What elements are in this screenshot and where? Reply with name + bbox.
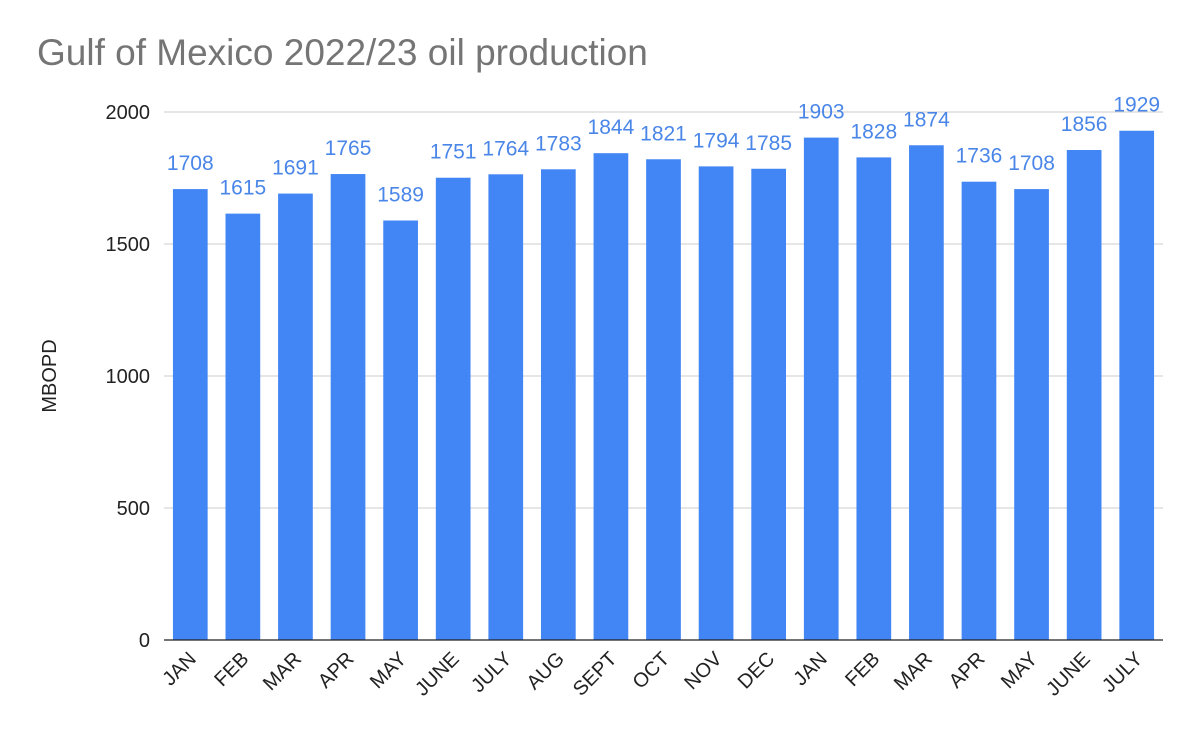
bar xyxy=(540,169,576,640)
bar xyxy=(435,177,471,640)
bar xyxy=(172,189,208,640)
bar xyxy=(278,193,313,641)
data-label: 1736 xyxy=(956,145,1003,168)
x-tick-label: NOV xyxy=(680,648,727,695)
x-tick-label: SEPT xyxy=(569,648,622,701)
x-tick-label: APR xyxy=(314,648,359,693)
x-tick-label: DEC xyxy=(734,648,779,693)
bar xyxy=(646,159,681,641)
data-label: 1589 xyxy=(377,184,424,207)
x-tick-label: OCT xyxy=(629,648,674,693)
bar xyxy=(751,168,787,640)
data-label: 1844 xyxy=(588,116,635,139)
x-tick-label: MAY xyxy=(366,648,411,693)
data-label: 1794 xyxy=(693,129,740,152)
bar xyxy=(803,137,839,640)
bar xyxy=(961,181,997,641)
x-tick-label: JAN xyxy=(159,648,201,690)
bar xyxy=(698,166,734,640)
bar xyxy=(856,157,892,640)
x-tick-label: FEB xyxy=(210,648,253,691)
y-tick-label: 500 xyxy=(117,498,150,520)
bar xyxy=(593,153,629,640)
x-tick-label: MAY xyxy=(997,648,1042,693)
y-tick-label: 2000 xyxy=(106,102,151,124)
data-label: 1929 xyxy=(1113,94,1160,117)
data-label: 1856 xyxy=(1061,113,1108,136)
bar xyxy=(383,220,418,640)
bar xyxy=(1066,150,1102,641)
x-tick-label: FEB xyxy=(841,648,884,691)
x-tick-label: JUNE xyxy=(1042,648,1094,700)
x-axis-ticks: JAN FEB MAR APR MAY JUNE JULY AUG SEPT OCT NOV DEC J… xyxy=(159,648,1148,701)
data-label: 1615 xyxy=(220,177,267,200)
x-tick-label: JUNE xyxy=(411,648,463,700)
bar xyxy=(909,145,944,641)
bar xyxy=(225,213,261,640)
x-tick-label: AUG xyxy=(523,648,569,694)
bar xyxy=(1119,130,1155,640)
x-tick-label: JULY xyxy=(467,648,516,697)
x-tick-label: JAN xyxy=(789,648,831,690)
bar xyxy=(488,174,524,640)
x-tick-label: JULY xyxy=(1098,648,1147,697)
data-label: 1751 xyxy=(430,141,477,164)
data-label: 1764 xyxy=(482,137,529,160)
x-tick-label: MAR xyxy=(259,648,306,695)
data-label: 1708 xyxy=(167,152,214,175)
bar xyxy=(1014,189,1049,640)
data-label: 1903 xyxy=(798,101,845,124)
data-label: 1828 xyxy=(850,120,897,143)
x-tick-label: MAR xyxy=(890,648,937,695)
bars xyxy=(172,130,1155,641)
bar xyxy=(330,174,366,641)
x-tick-label: APR xyxy=(945,648,990,693)
data-label: 1708 xyxy=(1008,152,1055,175)
y-tick-label: 1000 xyxy=(106,366,151,388)
y-axis-label: MBOPD xyxy=(39,339,61,412)
data-label: 1785 xyxy=(745,132,792,155)
data-label: 1783 xyxy=(535,132,582,155)
y-tick-label: 1500 xyxy=(106,234,151,256)
data-label: 1765 xyxy=(325,137,372,160)
chart-title: Gulf of Mexico 2022/23 oil production xyxy=(37,32,648,73)
y-axis-ticks: 0 500 1000 1500 2000 xyxy=(106,102,151,652)
data-label: 1874 xyxy=(903,108,950,131)
y-tick-label: 0 xyxy=(139,630,150,652)
data-label: 1691 xyxy=(272,157,319,180)
data-label: 1821 xyxy=(640,122,687,145)
